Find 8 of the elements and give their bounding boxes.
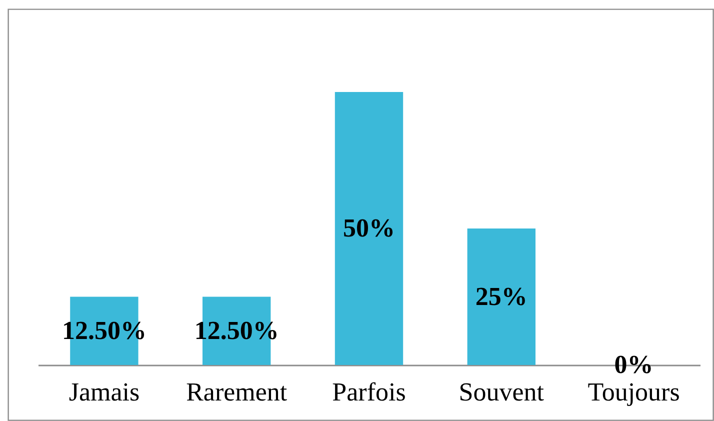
data-label: 50% (343, 214, 395, 242)
x-tick-label: Rarement (186, 378, 288, 406)
x-tick-label: Souvent (458, 378, 545, 406)
x-tick-label: Parfois (332, 378, 406, 406)
x-tick-label: Jamais (68, 378, 140, 406)
data-label: 25% (475, 282, 528, 311)
data-label: 0% (614, 350, 654, 379)
x-tick-label: Toujours (588, 378, 680, 406)
